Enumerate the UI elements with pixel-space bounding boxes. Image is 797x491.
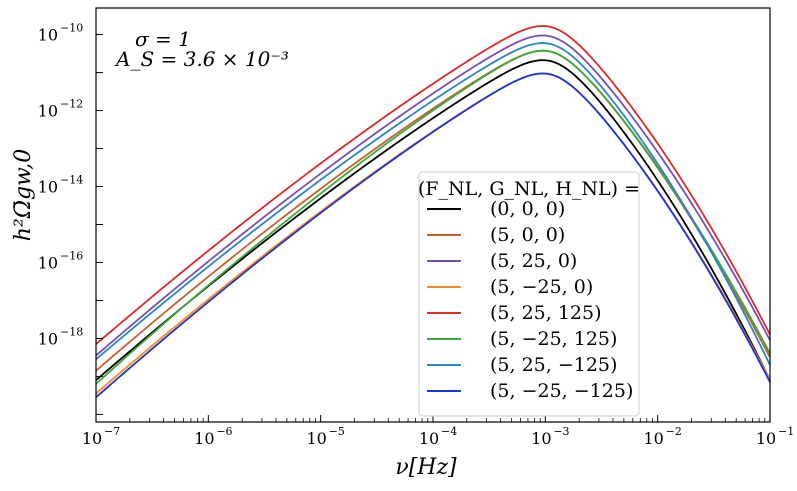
series-line-2 — [95, 34, 771, 357]
y-tick-exponent: −18 — [60, 325, 83, 338]
legend-box — [418, 171, 640, 417]
x-tick-exponent: −7 — [104, 425, 120, 438]
x-axis-ticks: 10 −7 10 −6 10 −5 10 −4 10 −3 10 −2 10 −1 — [82, 415, 794, 448]
y-tick-label: 10 — [38, 102, 58, 121]
x-tick-label: 10 — [82, 429, 102, 448]
x-tick-label: 10 — [531, 429, 551, 448]
legend-items: (0, 0, 0) (5, 0, 0) (5, 25, 0) (5, −25, 0) (… — [427, 198, 633, 402]
x-tick-label: 10 — [194, 429, 214, 448]
x-tick-label: 10 — [756, 429, 776, 448]
y-tick-label: 10 — [38, 26, 58, 45]
x-axis-label: ν[Hz] — [395, 455, 457, 480]
legend-title: (F_NL, G_NL, H_NL) = — [418, 178, 640, 200]
x-tick-exponent: −2 — [666, 425, 682, 438]
series-line-5 — [95, 49, 771, 385]
y-tick-exponent: −14 — [60, 174, 83, 187]
legend-label-1: (5, 0, 0) — [490, 224, 565, 246]
x-tick-label: 10 — [306, 429, 326, 448]
legend-label-5: (5, −25, 125) — [490, 328, 617, 350]
legend-label-3: (5, −25, 0) — [490, 276, 593, 298]
x-tick-label: 10 — [419, 429, 439, 448]
series-line-6 — [95, 42, 771, 366]
x-tick-exponent: −3 — [553, 425, 569, 438]
y-axis-label: h²Ω̄gw,0 — [11, 149, 36, 242]
series-lines — [95, 25, 771, 398]
series-line-4 — [95, 25, 771, 345]
legend-label-6: (5, 25, −125) — [490, 354, 617, 376]
annotation-sigma: σ = 1 — [135, 27, 191, 51]
x-tick-exponent: −5 — [329, 425, 345, 438]
x-tick-label: 10 — [643, 429, 663, 448]
annotation-amplitude: A_S = 3.6 × 10⁻³ — [114, 47, 289, 71]
y-tick-exponent: −16 — [60, 249, 83, 262]
x-tick-exponent: −4 — [441, 425, 457, 438]
y-tick-label: 10 — [38, 253, 58, 272]
series-line-7 — [95, 72, 771, 398]
legend-label-4: (5, 25, 125) — [490, 302, 602, 324]
legend-label-0: (0, 0, 0) — [490, 198, 565, 220]
x-tick-exponent: −1 — [778, 425, 794, 438]
y-tick-label: 10 — [38, 178, 58, 197]
legend: (F_NL, G_NL, H_NL) = (0, 0, 0)(5, 0, 0)(… — [418, 171, 640, 417]
y-tick-exponent: −10 — [60, 22, 83, 35]
y-tick-exponent: −12 — [60, 98, 83, 111]
legend-label-2: (5, 25, 0) — [490, 250, 577, 272]
x-tick-exponent: −6 — [216, 425, 232, 438]
legend-label-7: (5, −25, −125) — [490, 380, 633, 402]
y-tick-label: 10 — [38, 329, 58, 348]
